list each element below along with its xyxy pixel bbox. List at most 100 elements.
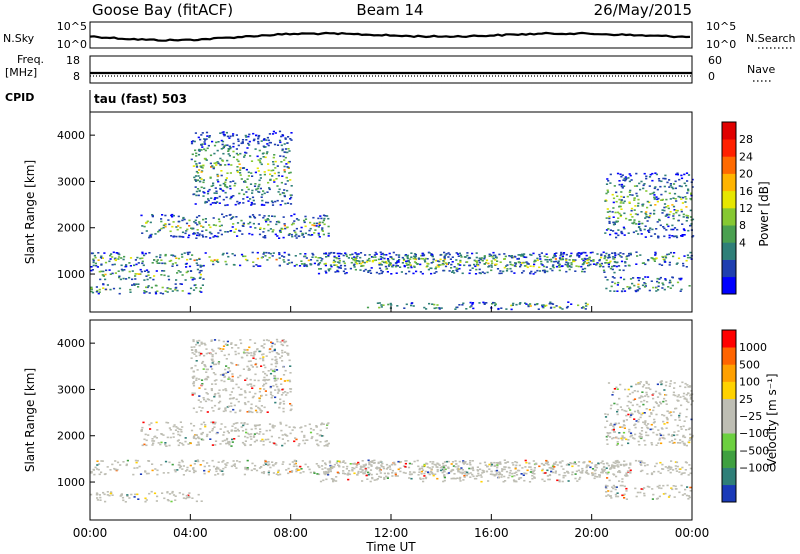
scatter-point <box>246 432 249 435</box>
scatter-point <box>634 423 637 426</box>
scatter-point <box>657 442 660 444</box>
scatter-point <box>258 183 261 186</box>
scatter-point <box>196 172 200 174</box>
colorbar-swatch <box>722 139 736 157</box>
scatter-point <box>217 401 221 404</box>
scatter-point <box>201 132 204 134</box>
scatter-point <box>304 463 307 466</box>
scatter-point <box>425 476 428 479</box>
scatter-point <box>318 268 321 270</box>
scatter-point <box>273 154 276 156</box>
scatter-point <box>623 200 626 203</box>
scatter-point <box>378 272 381 275</box>
scatter-point <box>476 469 479 471</box>
scatter-point <box>247 175 250 177</box>
scatter-point <box>607 464 610 467</box>
scatter-point <box>252 395 255 398</box>
scatter-point <box>136 467 139 469</box>
scatter-point <box>206 411 209 413</box>
scatter-point <box>567 480 570 482</box>
scatter-point <box>90 472 93 474</box>
scatter-point <box>442 269 445 272</box>
scatter-point <box>659 185 662 188</box>
scatter-point <box>439 254 442 256</box>
scatter-point <box>421 258 425 260</box>
scatter-point <box>320 422 323 425</box>
scatter-point <box>613 260 616 263</box>
scatter-point <box>598 474 601 476</box>
scatter-point <box>646 276 650 278</box>
scatter-point <box>674 488 677 490</box>
scatter-point <box>92 261 95 264</box>
scatter-point <box>267 224 270 226</box>
scatter-point <box>683 182 686 185</box>
scatter-point <box>300 226 303 229</box>
scatter-point <box>195 343 198 346</box>
scatter-point <box>273 215 276 218</box>
scatter-point <box>577 304 580 307</box>
scatter-point <box>189 287 193 290</box>
scatter-point <box>307 233 310 236</box>
scatter-point <box>220 350 223 352</box>
scatter-point <box>283 224 286 227</box>
scatter-point <box>237 386 240 389</box>
scatter-point <box>501 468 504 470</box>
scatter-point <box>193 259 196 262</box>
scatter-point <box>666 181 669 184</box>
scatter-point <box>410 266 413 269</box>
scatter-point <box>378 263 381 265</box>
scatter-point <box>421 252 424 255</box>
scatter-point <box>156 259 159 261</box>
scatter-point <box>623 227 626 230</box>
scatter-point <box>154 233 157 235</box>
scatter-point <box>188 219 191 222</box>
scatter-point <box>423 463 426 466</box>
scatter-point <box>262 464 265 466</box>
scatter-point <box>487 480 490 482</box>
scatter-point <box>519 302 522 304</box>
scatter-point <box>230 430 233 432</box>
scatter-point <box>253 468 256 470</box>
scatter-point <box>273 143 277 146</box>
scatter-point <box>217 362 220 364</box>
scatter-point <box>319 268 322 270</box>
scatter-point <box>619 471 622 474</box>
scatter-point <box>618 212 621 215</box>
scatter-point <box>268 378 271 381</box>
scatter-point <box>185 230 188 232</box>
scatter-point <box>637 202 640 205</box>
scatter-point <box>447 252 450 254</box>
scatter-point <box>662 437 665 439</box>
scatter-point <box>457 469 460 472</box>
scatter-point <box>346 473 349 476</box>
scatter-point <box>212 263 215 266</box>
scatter-point <box>185 222 189 225</box>
scatter-point <box>375 271 378 274</box>
scatter-point <box>689 394 692 397</box>
scatter-point <box>259 409 262 411</box>
scatter-point <box>254 392 257 395</box>
scatter-point <box>175 426 178 428</box>
scatter-point <box>163 274 166 277</box>
scatter-point <box>650 413 653 415</box>
scatter-point <box>430 470 433 473</box>
scatter-point <box>205 236 208 238</box>
scatter-point <box>685 220 688 222</box>
scatter-point <box>209 177 212 179</box>
scatter-point <box>281 388 284 391</box>
colorbar-tick-label: 1000 <box>739 341 767 354</box>
scatter-point <box>623 177 626 180</box>
scatter-point <box>195 190 198 193</box>
scatter-point <box>154 468 157 470</box>
scatter-point <box>266 191 269 193</box>
scatter-point <box>211 354 214 356</box>
scatter-point <box>141 257 144 259</box>
scatter-point <box>209 231 212 234</box>
scatter-point <box>447 262 450 264</box>
scatter-point <box>218 396 221 398</box>
scatter-point <box>612 223 616 226</box>
scatter-point <box>234 353 237 356</box>
scatter-point <box>645 408 648 410</box>
scatter-point <box>234 228 237 230</box>
scatter-point <box>304 215 307 218</box>
